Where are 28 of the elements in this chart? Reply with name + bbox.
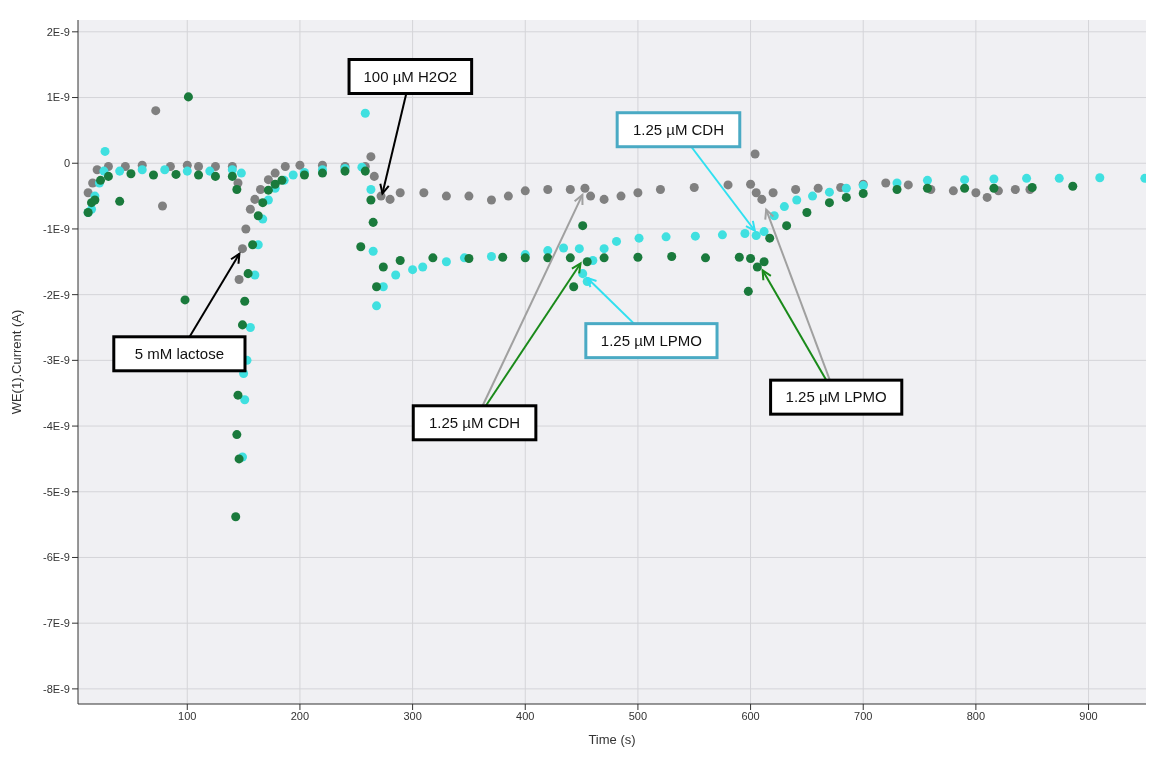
x-tick-label: 300 — [403, 709, 422, 722]
y-tick-label: -4E-9 — [43, 419, 70, 432]
y-tick-label: -3E-9 — [43, 354, 70, 367]
x-tick-label: 500 — [628, 709, 648, 722]
annotation: 1.25 µM LPMO — [600, 331, 703, 349]
x-tick-label: 800 — [966, 709, 986, 722]
annotation: 100 µM H2O2 — [363, 67, 458, 85]
y-tick-label: -8E-9 — [43, 682, 70, 695]
y-tick-label: 1E-9 — [46, 91, 70, 104]
annotation: 5 mM lactose — [134, 344, 224, 362]
y-tick-label: -5E-9 — [43, 485, 70, 498]
x-tick-label: 100 — [178, 709, 197, 722]
x-tick-label: 700 — [854, 709, 873, 722]
x-tick-label: 900 — [1079, 709, 1098, 722]
y-axis-title: WE(1).Current (A) — [8, 309, 24, 415]
y-tick-label: 0 — [63, 157, 70, 170]
y-tick-label: -2E-9 — [43, 288, 70, 301]
x-tick-label: 600 — [741, 709, 760, 722]
x-axis-title: Time (s) — [588, 732, 636, 747]
y-tick-label: -1E-9 — [43, 222, 70, 235]
annotation: 1.25 µM CDH — [428, 413, 521, 431]
x-tick-label: 400 — [516, 709, 535, 722]
y-tick-label: 2E-9 — [46, 25, 70, 38]
annotation: 1.25 µM LPMO — [785, 388, 887, 406]
y-tick-label: -6E-9 — [43, 551, 70, 564]
x-tick-label: 200 — [290, 709, 310, 722]
y-tick-label: -7E-9 — [43, 617, 70, 630]
annotation: 1.25 µM CDH — [632, 120, 725, 138]
